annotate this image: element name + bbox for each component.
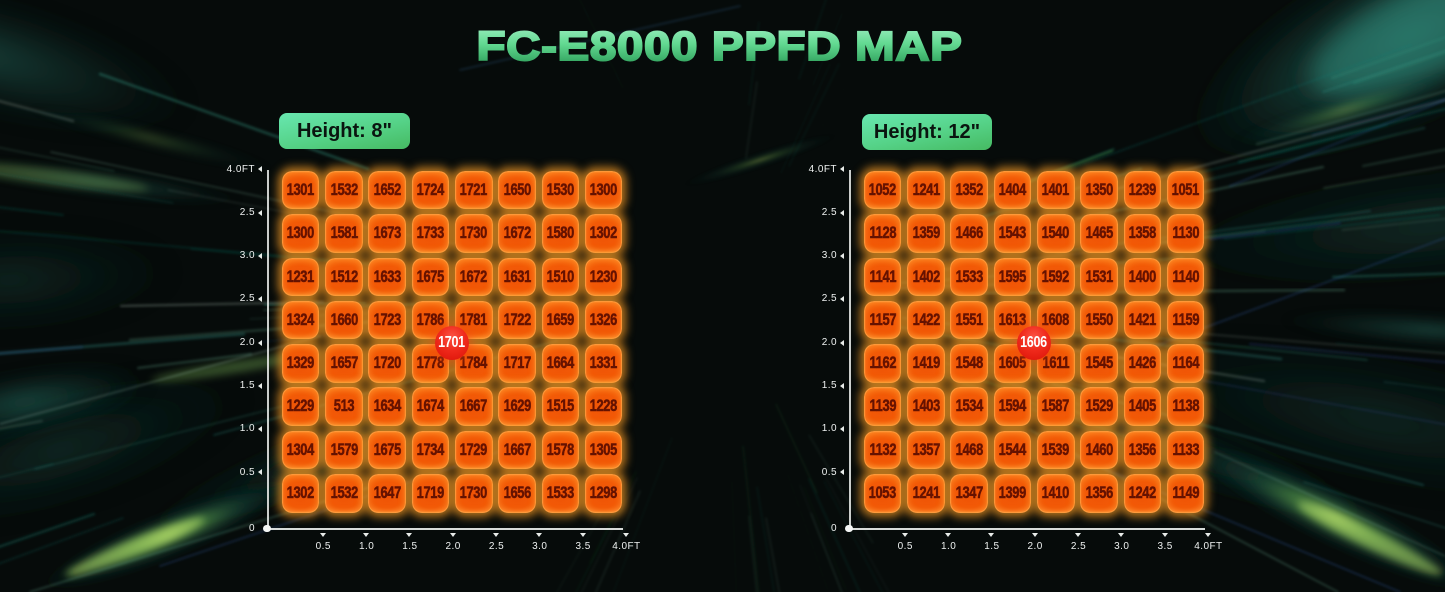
svg-text:FC-E8000 PPFD MAP: FC-E8000 PPFD MAP	[477, 23, 963, 69]
